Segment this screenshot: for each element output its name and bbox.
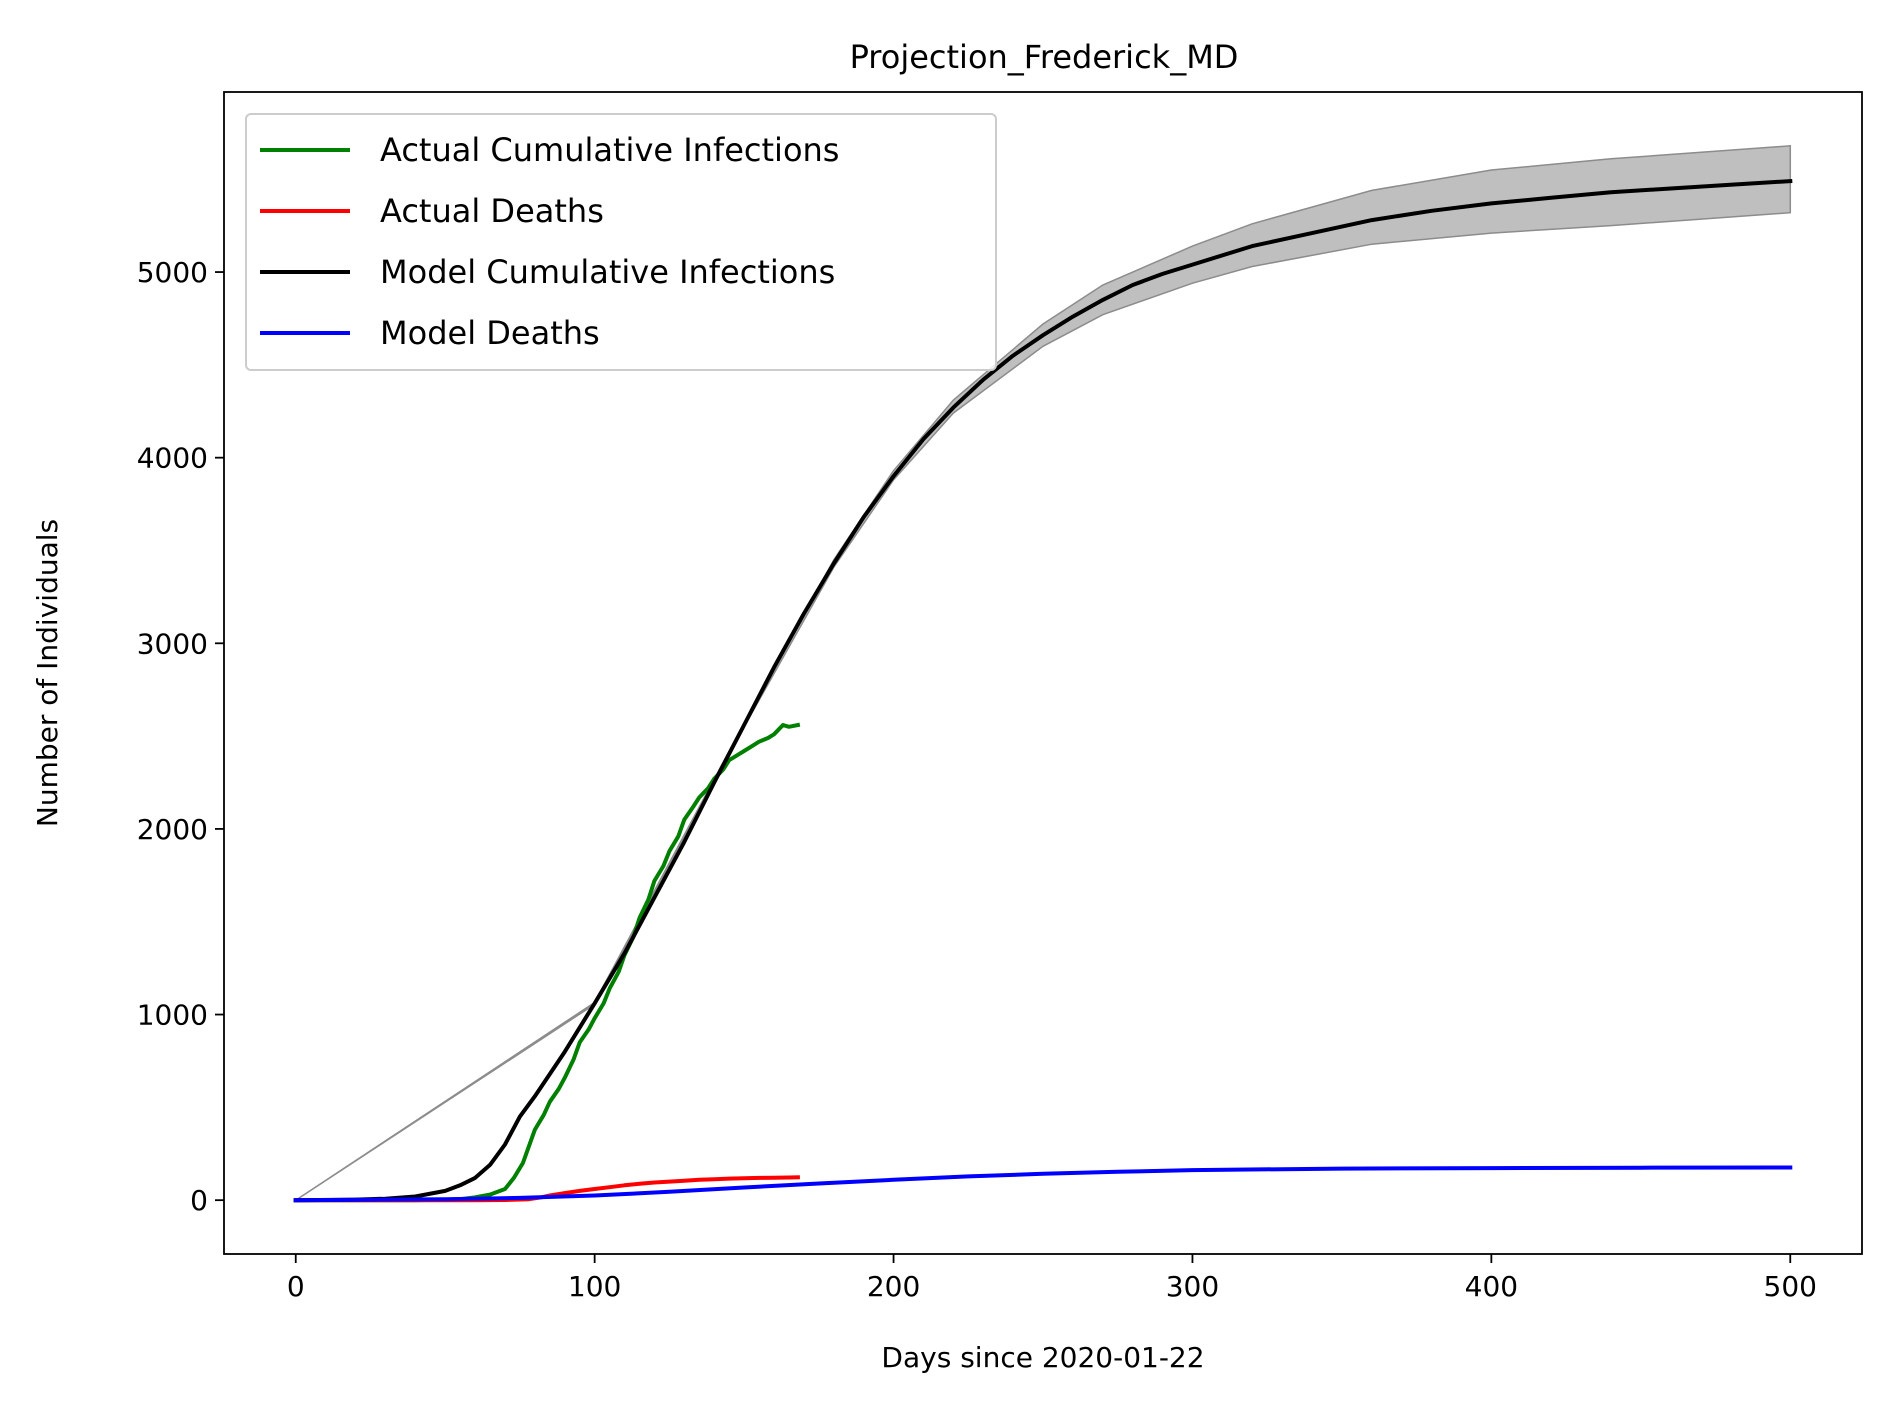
legend-label: Model Cumulative Infections	[380, 253, 835, 291]
legend: Actual Cumulative Infections Actual Death…	[245, 113, 997, 371]
x-tick-label: 100	[568, 1270, 621, 1303]
x-axis-label: Days since 2020-01-22	[881, 1341, 1204, 1374]
x-tick-label: 500	[1764, 1270, 1817, 1303]
series-layer	[293, 178, 1793, 1203]
y-tick-label: 3000	[137, 627, 208, 660]
legend-label: Actual Cumulative Infections	[380, 131, 839, 169]
x-axis: 0 100 200 300 400 500	[287, 1254, 1817, 1303]
legend-label: Actual Deaths	[380, 192, 604, 230]
series-line-3	[293, 1165, 1793, 1203]
legend-box	[245, 113, 997, 371]
y-tick-label: 2000	[137, 813, 208, 846]
chart-title: Projection_Frederick_MD	[850, 38, 1239, 76]
y-tick-label: 1000	[137, 999, 208, 1032]
x-tick-label: 0	[287, 1270, 305, 1303]
y-axis: 0 1000 2000 3000 4000 5000	[137, 256, 224, 1217]
y-tick-label: 4000	[137, 442, 208, 475]
legend-label: Model Deaths	[380, 314, 600, 352]
x-tick-label: 200	[867, 1270, 920, 1303]
y-tick-label: 5000	[137, 256, 208, 289]
y-axis-label: Number of Individuals	[31, 519, 64, 827]
y-tick-label: 0	[190, 1184, 208, 1217]
axes-frame	[223, 91, 1863, 1255]
x-tick-label: 300	[1166, 1270, 1219, 1303]
x-tick-label: 400	[1465, 1270, 1518, 1303]
series-line-2	[293, 178, 1793, 1203]
